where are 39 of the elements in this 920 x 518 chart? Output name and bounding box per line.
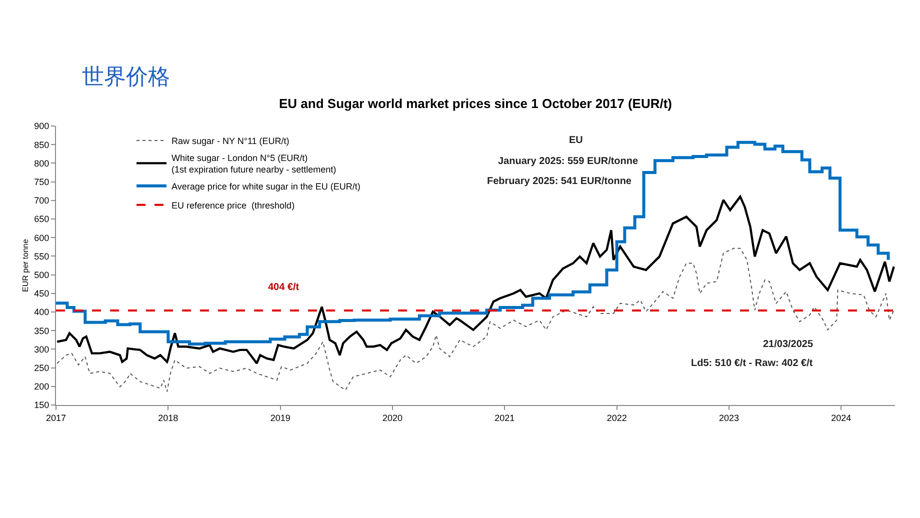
y-tick-label: 150 [34,400,50,410]
y-tick-label: 300 [34,344,50,354]
annotation: 404 €/t [268,282,300,293]
annotation: 21/03/2025 [763,339,814,350]
x-tick-label: 2021 [494,412,515,423]
y-tick-label: 250 [34,362,50,373]
annotation: February 2025: 541 EUR/tonne [487,176,632,187]
x-tick-label: 2024 [831,412,852,423]
chart-subtitle: EU and Sugar world market prices since 1 October 2017 (EUR/t) [279,96,672,111]
y-tick-label: 450 [34,288,50,299]
legend-label: White sugar - London N°5 (EUR/t) (1st expiration future nearby - settlement) [172,152,336,175]
annotation: EU [569,135,583,146]
y-tick-label: 400 [34,307,50,318]
chart-title: 世界价格 [82,65,170,90]
y-tick-label: 600 [34,232,50,243]
y-tick-label: 900 [34,121,50,132]
annotation: Ld5: 510 €/t - Raw: 402 €/t [691,358,814,369]
x-tick-label: 2020 [382,412,403,423]
y-tick-label: 750 [34,176,50,187]
x-tick-label: 2022 [606,412,627,423]
x-tick-label: 2019 [270,412,290,423]
y-tick-label: 700 [34,196,50,206]
y-tick-label: 850 [34,140,50,150]
y-tick-label: 350 [34,326,50,336]
legend-label: EU reference price (threshold) [172,200,295,210]
line-series [56,248,894,392]
legend-label: Average price for white sugar in the EU (EUR/t) [172,181,360,192]
x-tick-label: 2017 [46,412,66,423]
x-tick-label: 2018 [158,412,178,423]
legend-label: Raw sugar - NY N°11 (EUR/t) [172,136,290,146]
y-axis-title: EUR per tonne [20,238,30,292]
x-tick-label: 2023 [718,412,740,423]
y-tick-label: 500 [34,270,50,280]
y-tick-label: 650 [34,214,50,224]
y-tick-label: 550 [34,251,50,262]
y-tick-label: 800 [34,158,50,168]
annotation: January 2025: 559 EUR/tonne [498,156,638,167]
y-tick-label: 200 [34,382,50,392]
line-series [56,196,895,364]
